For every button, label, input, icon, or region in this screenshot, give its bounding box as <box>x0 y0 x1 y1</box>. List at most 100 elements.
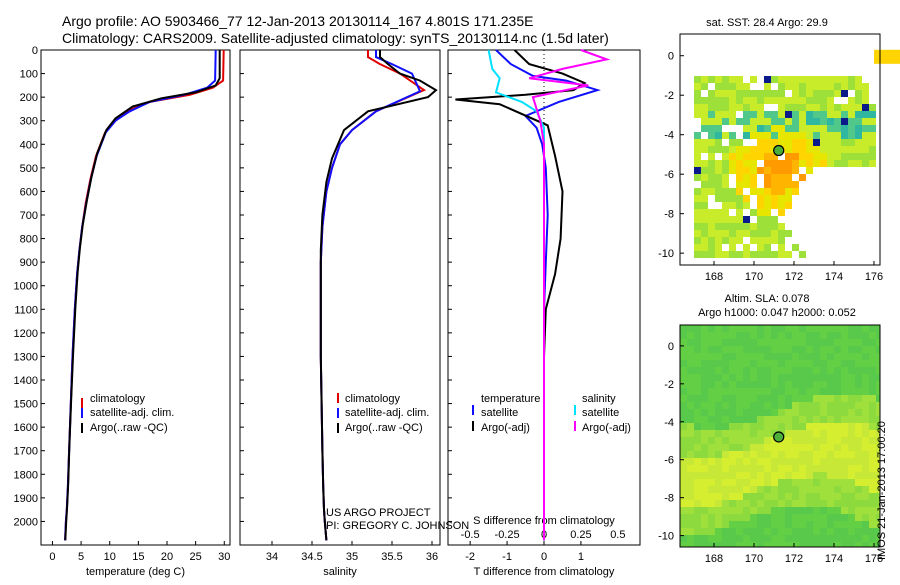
map-cell <box>715 230 722 237</box>
map-cell <box>792 118 799 125</box>
map-cell <box>680 472 687 479</box>
map-cell <box>750 374 757 381</box>
map-cell <box>708 174 715 181</box>
map-cell <box>729 153 736 160</box>
map-cell <box>687 458 694 465</box>
map-cell <box>827 118 834 125</box>
map-cell <box>771 451 778 458</box>
map-cell <box>785 465 792 472</box>
map-cell <box>736 465 743 472</box>
map-cell <box>778 244 785 251</box>
map-cell <box>869 146 876 153</box>
map-cell <box>708 465 715 472</box>
map-cell <box>757 132 764 139</box>
y-tick-label: 1200 <box>14 328 38 340</box>
map-cell <box>813 430 820 437</box>
map-cell <box>792 132 799 139</box>
map-cell <box>722 346 729 353</box>
map-cell <box>862 367 869 374</box>
map-cell <box>743 244 750 251</box>
map-cell <box>785 188 792 195</box>
map-cell <box>806 367 813 374</box>
map-cell <box>855 465 862 472</box>
map-cell <box>750 325 757 332</box>
x-tick-label: 35.5 <box>381 551 402 563</box>
map-cell <box>715 83 722 90</box>
map-cell <box>750 230 757 237</box>
map-cell <box>862 111 869 118</box>
x-tick-label: 170 <box>745 553 763 565</box>
map-cell <box>687 423 694 430</box>
map-cell <box>729 395 736 402</box>
map-cell <box>764 90 771 97</box>
map-cell <box>792 188 799 195</box>
map-cell <box>694 409 701 416</box>
map-cell <box>785 353 792 360</box>
map-cell <box>736 195 743 202</box>
map-cell <box>778 486 785 493</box>
map-cell <box>736 451 743 458</box>
map-cell <box>778 521 785 528</box>
map-cell <box>687 346 694 353</box>
map-cell <box>750 388 757 395</box>
series-line-argo-raw-qc- <box>64 50 221 541</box>
map-cell <box>729 528 736 535</box>
map-cell <box>722 325 729 332</box>
map-cell <box>708 139 715 146</box>
map-cell <box>813 76 820 83</box>
map-cell <box>792 104 799 111</box>
map-cell <box>820 542 827 547</box>
map-cell <box>827 374 834 381</box>
map-cell <box>694 325 701 332</box>
map-cell <box>743 402 750 409</box>
map-cell <box>869 416 876 423</box>
map-cell <box>834 458 841 465</box>
map-cell <box>764 76 771 83</box>
map-cell <box>792 346 799 353</box>
map-cell <box>701 237 708 244</box>
map-cell <box>862 416 869 423</box>
map-cell <box>792 146 799 153</box>
map-cell <box>827 132 834 139</box>
map-cell <box>680 444 687 451</box>
map-cell <box>806 118 813 125</box>
map-cell <box>771 395 778 402</box>
map-cell <box>743 230 750 237</box>
map-cell <box>771 339 778 346</box>
map-cell <box>855 542 862 547</box>
map-cell <box>855 528 862 535</box>
map-cell <box>771 521 778 528</box>
map-cell <box>778 339 785 346</box>
map-cell <box>757 458 764 465</box>
map-cell <box>743 174 750 181</box>
map-cell <box>813 160 820 167</box>
map-cell <box>764 181 771 188</box>
map-cell <box>708 230 715 237</box>
map-cell <box>785 332 792 339</box>
map-cell <box>778 83 785 90</box>
map-cell <box>680 409 687 416</box>
map-cell <box>764 416 771 423</box>
map-cell <box>848 139 855 146</box>
map-cell <box>750 395 757 402</box>
map-cell <box>743 353 750 360</box>
map-cell <box>799 339 806 346</box>
map-cell <box>792 167 799 174</box>
map-cell <box>708 451 715 458</box>
map-cell <box>715 332 722 339</box>
map-cell <box>869 444 876 451</box>
map-cell <box>694 83 701 90</box>
map-cell <box>715 542 722 547</box>
map-cell <box>806 167 813 174</box>
map-cell <box>869 493 876 500</box>
map-cell <box>862 458 869 465</box>
map-cell <box>771 174 778 181</box>
x-tick-label: 35 <box>346 551 358 563</box>
map-cell <box>785 360 792 367</box>
map-cell <box>848 367 855 374</box>
map-cell <box>736 486 743 493</box>
map-cell <box>694 230 701 237</box>
map-cell <box>827 465 834 472</box>
map-cell <box>764 223 771 230</box>
map-cell <box>701 160 708 167</box>
